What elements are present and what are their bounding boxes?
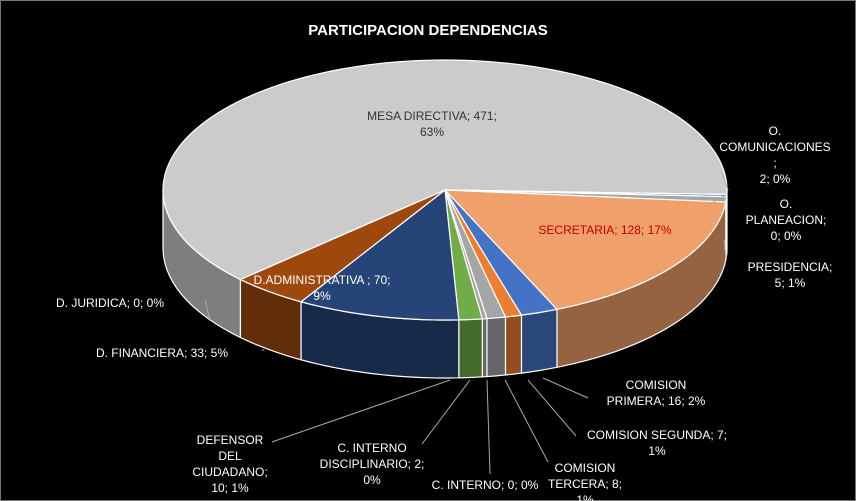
- leader-line: [723, 239, 727, 259]
- slice-side: [486, 316, 507, 378]
- slice-side: [481, 317, 488, 378]
- slice-side: [458, 318, 483, 379]
- slice-side: [504, 314, 523, 376]
- slice: [443, 189, 727, 310]
- slice: [299, 188, 460, 321]
- leader-line: [721, 171, 729, 191]
- leader-line: [486, 379, 491, 475]
- leader-line: [504, 379, 549, 463]
- data-label: D. FINANCIERA; 33; 5%: [95, 346, 229, 360]
- data-label: SECRETARIA; 128; 17%: [538, 223, 672, 237]
- slice: [238, 189, 446, 303]
- chart-title: PARTICIPACION DEPENDENCIAS: [308, 22, 548, 39]
- slice: [240, 189, 446, 281]
- leader-line: [527, 379, 577, 437]
- data-label: DEFENSOR DEL CIUDADANO; 10; 1%: [192, 433, 268, 495]
- slice-side: [520, 308, 558, 374]
- data-label: O. PLANEACION; 0; 0%: [745, 197, 827, 243]
- data-label: PRESIDENCIA; 5; 1%: [747, 260, 833, 290]
- data-label: D.ADMINISTRATIVA ; 70; 9%: [253, 273, 391, 303]
- leader-line: [271, 379, 451, 443]
- data-label: O. COMUNICACIONES ; 2; 0%: [719, 124, 831, 186]
- leader-line: [709, 195, 725, 205]
- leader-line: [421, 379, 471, 445]
- data-label: COMISION PRIMERA; 16; 2%: [606, 378, 706, 408]
- data-label: C. INTERNO; 0; 0%: [431, 478, 539, 492]
- leader-line: [204, 299, 211, 321]
- leader-line: [542, 377, 589, 399]
- data-label: C. INTERNO DISCIPLINARIO; 2; 0%: [319, 441, 425, 487]
- slice: [162, 59, 728, 281]
- data-label: COMISION SEGUNDA; 7; 1%: [586, 428, 728, 458]
- data-label: COMISION TERCERA; 8; 1%: [547, 461, 623, 501]
- data-label: D. JURIDICA; 0; 0%: [55, 296, 165, 310]
- data-label: MESA DIRECTIVA; 471; 63%: [367, 109, 497, 139]
